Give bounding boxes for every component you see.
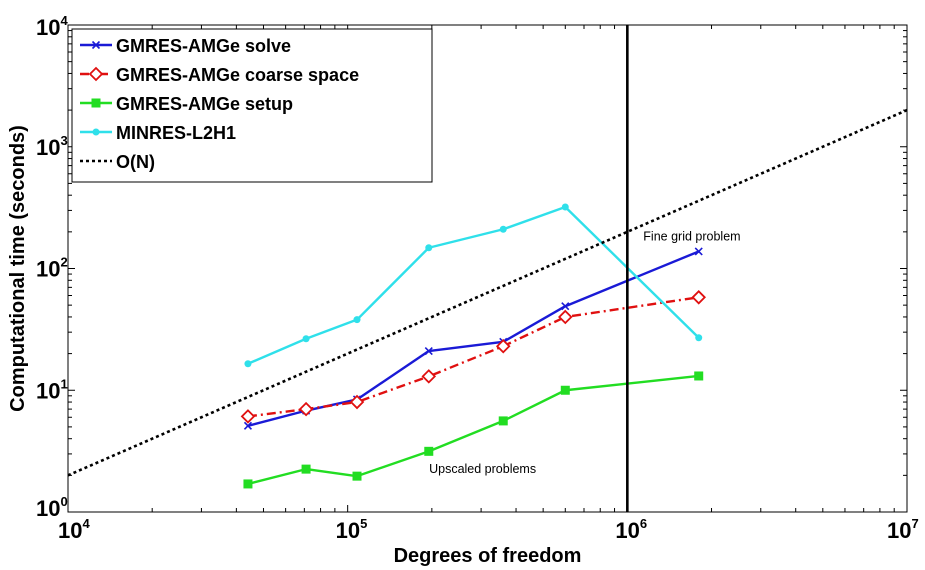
data-point bbox=[240, 409, 256, 424]
y-tick-exponent: 3 bbox=[60, 133, 67, 148]
series-layer bbox=[68, 108, 907, 489]
annotation-label: Fine grid problem bbox=[643, 229, 740, 243]
legend-marker bbox=[88, 66, 104, 82]
data-point bbox=[691, 290, 706, 305]
x-tick-label: 105 bbox=[336, 516, 368, 543]
y-tick-base: 10 bbox=[36, 496, 60, 521]
data-point bbox=[694, 371, 704, 381]
marker-stroke bbox=[91, 40, 101, 50]
data-point bbox=[421, 369, 437, 384]
x-tick-base: 10 bbox=[887, 518, 911, 543]
x-tick-exponent: 5 bbox=[360, 516, 367, 531]
data-point bbox=[695, 334, 703, 342]
x-tick-base: 10 bbox=[615, 518, 639, 543]
y-tick-exponent: 4 bbox=[60, 13, 68, 28]
data-point bbox=[498, 416, 508, 426]
marker-stroke bbox=[424, 346, 433, 356]
legend-label: GMRES-AMGe setup bbox=[116, 94, 293, 114]
legend-label: GMRES-AMGe coarse space bbox=[116, 65, 359, 85]
marker-stroke bbox=[694, 247, 703, 256]
series-minres-l2h1 bbox=[244, 203, 703, 368]
legend-entry: GMRES-AMGe coarse space bbox=[80, 65, 359, 85]
legend-marker bbox=[92, 128, 100, 136]
annotation-layer: Fine grid problem Upscaled problems bbox=[429, 229, 740, 475]
y-tick-exponent: 0 bbox=[60, 494, 67, 509]
x-tick-label: 107 bbox=[887, 516, 919, 543]
legend: GMRES-AMGe solve GMRES-AMGe coarse space G… bbox=[71, 28, 433, 183]
data-point bbox=[561, 302, 570, 311]
data-point bbox=[424, 346, 433, 356]
data-point bbox=[561, 203, 569, 211]
series-gmres-amge-coarse-space bbox=[240, 290, 706, 424]
legend-label: GMRES-AMGe solve bbox=[116, 36, 291, 56]
data-point bbox=[243, 479, 253, 489]
data-point bbox=[302, 335, 310, 343]
y-tick-base: 10 bbox=[36, 257, 60, 282]
data-point bbox=[424, 446, 434, 456]
x-tick-exponent: 4 bbox=[82, 516, 90, 531]
y-tick-base: 10 bbox=[36, 378, 60, 403]
legend-box bbox=[71, 28, 433, 183]
legend-marker bbox=[91, 40, 101, 50]
legend-entry: GMRES-AMGe solve bbox=[80, 36, 291, 56]
x-tick-exponent: 6 bbox=[640, 516, 647, 531]
x-tick-label: 106 bbox=[615, 516, 647, 543]
data-point bbox=[560, 385, 570, 395]
data-point bbox=[352, 471, 362, 481]
data-point bbox=[243, 421, 253, 430]
data-point bbox=[558, 309, 573, 325]
data-point bbox=[495, 338, 511, 354]
x-tick-label: 104 bbox=[58, 516, 90, 543]
x-tick-base: 10 bbox=[336, 518, 360, 543]
y-tick-exponent: 1 bbox=[60, 376, 67, 391]
x-tick-base: 10 bbox=[58, 518, 82, 543]
legend-label: O(N) bbox=[116, 152, 155, 172]
x-tick-exponent: 7 bbox=[911, 516, 918, 531]
data-point bbox=[425, 244, 433, 252]
y-tick-label: 104 bbox=[36, 13, 68, 40]
marker-stroke bbox=[243, 421, 253, 430]
y-tick-label: 101 bbox=[36, 376, 68, 403]
data-point bbox=[499, 225, 507, 233]
legend-entry: MINRES-L2H1 bbox=[80, 123, 236, 143]
y-axis-title: Computational time (seconds) bbox=[7, 125, 29, 412]
legend-entry: GMRES-AMGe setup bbox=[80, 94, 293, 114]
y-tick-label: 102 bbox=[36, 255, 68, 282]
annotation-label: Upscaled problems bbox=[429, 462, 536, 476]
data-point bbox=[353, 316, 361, 324]
legend-marker bbox=[91, 98, 101, 108]
data-point bbox=[244, 360, 252, 368]
x-axis-title: Degrees of freedom bbox=[394, 545, 582, 567]
series-o-n bbox=[68, 108, 907, 477]
y-tick-exponent: 2 bbox=[60, 255, 67, 270]
data-point bbox=[298, 401, 314, 417]
data-point bbox=[349, 394, 365, 410]
legend-label: MINRES-L2H1 bbox=[116, 123, 236, 143]
y-tick-label: 103 bbox=[36, 133, 68, 160]
series-line bbox=[68, 108, 907, 477]
series-gmres-amge-setup bbox=[243, 371, 704, 489]
y-tick-label: 100 bbox=[36, 494, 68, 521]
marker-stroke bbox=[561, 302, 570, 311]
data-point bbox=[301, 464, 311, 474]
legend-entry: O(N) bbox=[80, 152, 155, 172]
y-tick-base: 10 bbox=[36, 15, 60, 40]
data-point bbox=[694, 247, 703, 256]
y-tick-base: 10 bbox=[36, 135, 60, 160]
